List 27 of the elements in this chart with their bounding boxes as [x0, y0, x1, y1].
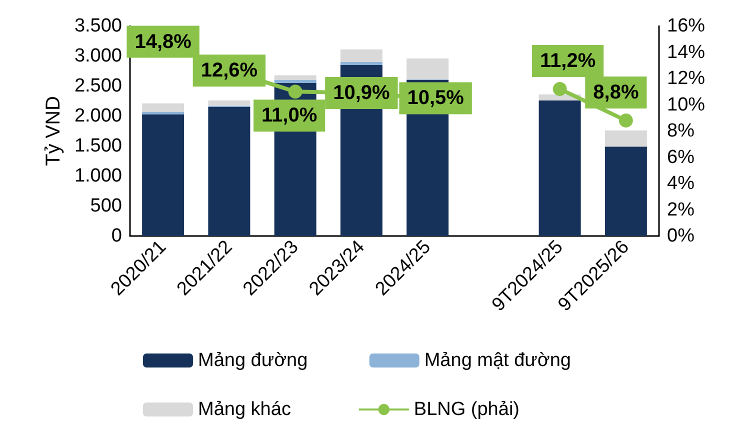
bar [208, 107, 250, 236]
y2-tick-label: 4% [667, 173, 695, 194]
y2-tick-label: 10% [667, 94, 706, 116]
y-tick-label: 1.500 [74, 136, 122, 156]
y-tick-label: 3.500 [74, 16, 122, 36]
y2-tick-label: 14% [667, 42, 706, 63]
y-tick-label: 500 [90, 196, 122, 216]
y2-tick-label: 2% [667, 199, 695, 220]
y-axis-title: Tỷ VND [42, 96, 65, 166]
y-tick-label: 1.000 [74, 166, 122, 186]
y2-tick-label: 12% [667, 68, 706, 89]
y2-tick-label: 0% [667, 226, 695, 246]
bar [142, 114, 184, 236]
bar [604, 130, 647, 147]
bar [604, 146, 647, 236]
y2-tick-label: 8% [667, 120, 695, 142]
y-tick-label: 3.000 [74, 46, 122, 66]
y-tick-label: 0 [111, 226, 122, 246]
y-tick-label: 2.000 [74, 106, 122, 126]
y2-tick-label: 16% [667, 16, 706, 36]
legend-label: Mảng mật đường [424, 350, 582, 371]
y-tick-label: 2.500 [74, 76, 122, 96]
legend-label: BLNG (phải) [414, 399, 546, 420]
y2-tick-label: 6% [667, 146, 695, 168]
legend-label: Mảng đường [198, 350, 340, 371]
bar [538, 100, 581, 236]
legend-label: Mảng khác [198, 399, 328, 420]
